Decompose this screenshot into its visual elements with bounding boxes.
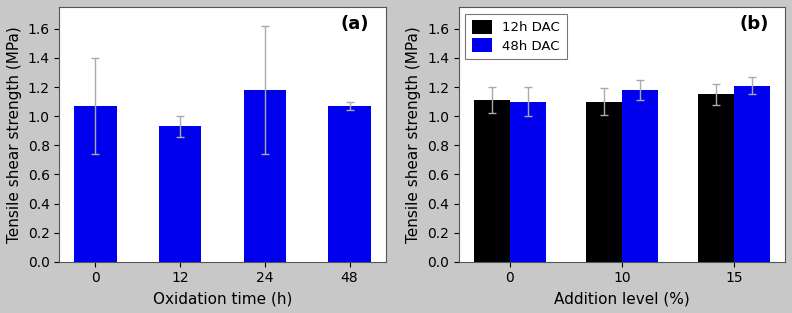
Y-axis label: Tensile shear strength (MPa): Tensile shear strength (MPa) xyxy=(7,26,22,243)
X-axis label: Addition level (%): Addition level (%) xyxy=(554,291,690,306)
Legend: 12h DAC, 48h DAC: 12h DAC, 48h DAC xyxy=(466,13,567,59)
Bar xyxy=(244,90,286,262)
Bar xyxy=(329,106,371,262)
X-axis label: Oxidation time (h): Oxidation time (h) xyxy=(153,291,292,306)
Bar xyxy=(474,100,509,262)
Bar xyxy=(622,90,658,262)
Bar xyxy=(699,94,734,262)
Bar xyxy=(74,106,116,262)
Bar xyxy=(509,102,546,262)
Y-axis label: Tensile shear strength (MPa): Tensile shear strength (MPa) xyxy=(406,26,421,243)
Bar xyxy=(586,102,622,262)
Text: (b): (b) xyxy=(740,15,769,33)
Bar xyxy=(159,126,201,262)
Text: (a): (a) xyxy=(341,15,369,33)
Bar xyxy=(734,85,771,262)
